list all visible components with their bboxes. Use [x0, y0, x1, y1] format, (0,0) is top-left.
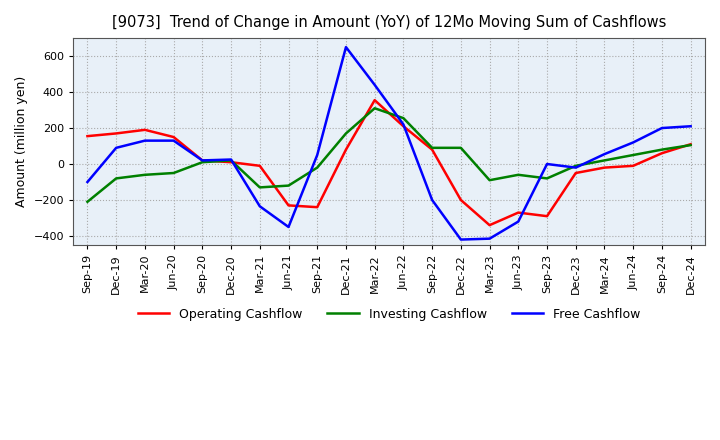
Investing Cashflow [456, 145, 465, 150]
Investing Cashflow [572, 163, 580, 169]
Free Cashflow [284, 224, 293, 230]
Free Cashflow [341, 44, 350, 50]
Free Cashflow [543, 161, 552, 167]
Operating Cashflow [657, 150, 666, 156]
Operating Cashflow [83, 133, 91, 139]
Investing Cashflow [169, 170, 178, 176]
Operating Cashflow [514, 210, 523, 215]
Operating Cashflow [629, 163, 637, 169]
Investing Cashflow [112, 176, 120, 181]
Legend: Operating Cashflow, Investing Cashflow, Free Cashflow: Operating Cashflow, Investing Cashflow, … [132, 303, 645, 326]
Free Cashflow [514, 219, 523, 224]
Free Cashflow [198, 158, 207, 163]
Investing Cashflow [428, 145, 436, 150]
Investing Cashflow [227, 158, 235, 163]
Free Cashflow [686, 124, 695, 129]
Investing Cashflow [370, 106, 379, 111]
Free Cashflow [112, 145, 120, 150]
Investing Cashflow [313, 165, 322, 170]
Y-axis label: Amount (million yen): Amount (million yen) [15, 76, 28, 207]
Operating Cashflow [543, 213, 552, 219]
Operating Cashflow [600, 165, 609, 170]
Operating Cashflow [284, 203, 293, 208]
Operating Cashflow [399, 124, 408, 129]
Free Cashflow [572, 165, 580, 170]
Free Cashflow [485, 236, 494, 241]
Operating Cashflow [227, 160, 235, 165]
Investing Cashflow [686, 143, 695, 148]
Investing Cashflow [256, 185, 264, 190]
Investing Cashflow [284, 183, 293, 188]
Operating Cashflow [485, 223, 494, 228]
Line: Operating Cashflow: Operating Cashflow [87, 100, 690, 225]
Free Cashflow [600, 151, 609, 157]
Operating Cashflow [341, 147, 350, 152]
Investing Cashflow [514, 172, 523, 177]
Free Cashflow [370, 82, 379, 88]
Free Cashflow [456, 237, 465, 242]
Operating Cashflow [428, 147, 436, 152]
Operating Cashflow [313, 205, 322, 210]
Operating Cashflow [256, 163, 264, 169]
Investing Cashflow [198, 160, 207, 165]
Investing Cashflow [485, 178, 494, 183]
Operating Cashflow [572, 170, 580, 176]
Free Cashflow [399, 122, 408, 127]
Free Cashflow [313, 152, 322, 158]
Investing Cashflow [657, 147, 666, 152]
Line: Investing Cashflow: Investing Cashflow [87, 108, 690, 202]
Free Cashflow [169, 138, 178, 143]
Operating Cashflow [169, 134, 178, 139]
Investing Cashflow [543, 176, 552, 181]
Investing Cashflow [140, 172, 149, 177]
Free Cashflow [140, 138, 149, 143]
Investing Cashflow [600, 158, 609, 163]
Free Cashflow [428, 198, 436, 203]
Operating Cashflow [370, 98, 379, 103]
Operating Cashflow [198, 158, 207, 163]
Operating Cashflow [140, 127, 149, 132]
Free Cashflow [657, 125, 666, 131]
Free Cashflow [83, 180, 91, 185]
Investing Cashflow [399, 116, 408, 121]
Operating Cashflow [112, 131, 120, 136]
Investing Cashflow [341, 131, 350, 136]
Title: [9073]  Trend of Change in Amount (YoY) of 12Mo Moving Sum of Cashflows: [9073] Trend of Change in Amount (YoY) o… [112, 15, 666, 30]
Free Cashflow [227, 157, 235, 162]
Free Cashflow [629, 140, 637, 145]
Investing Cashflow [83, 199, 91, 205]
Operating Cashflow [686, 142, 695, 147]
Free Cashflow [256, 204, 264, 209]
Line: Free Cashflow: Free Cashflow [87, 47, 690, 239]
Investing Cashflow [629, 152, 637, 158]
Operating Cashflow [456, 198, 465, 203]
